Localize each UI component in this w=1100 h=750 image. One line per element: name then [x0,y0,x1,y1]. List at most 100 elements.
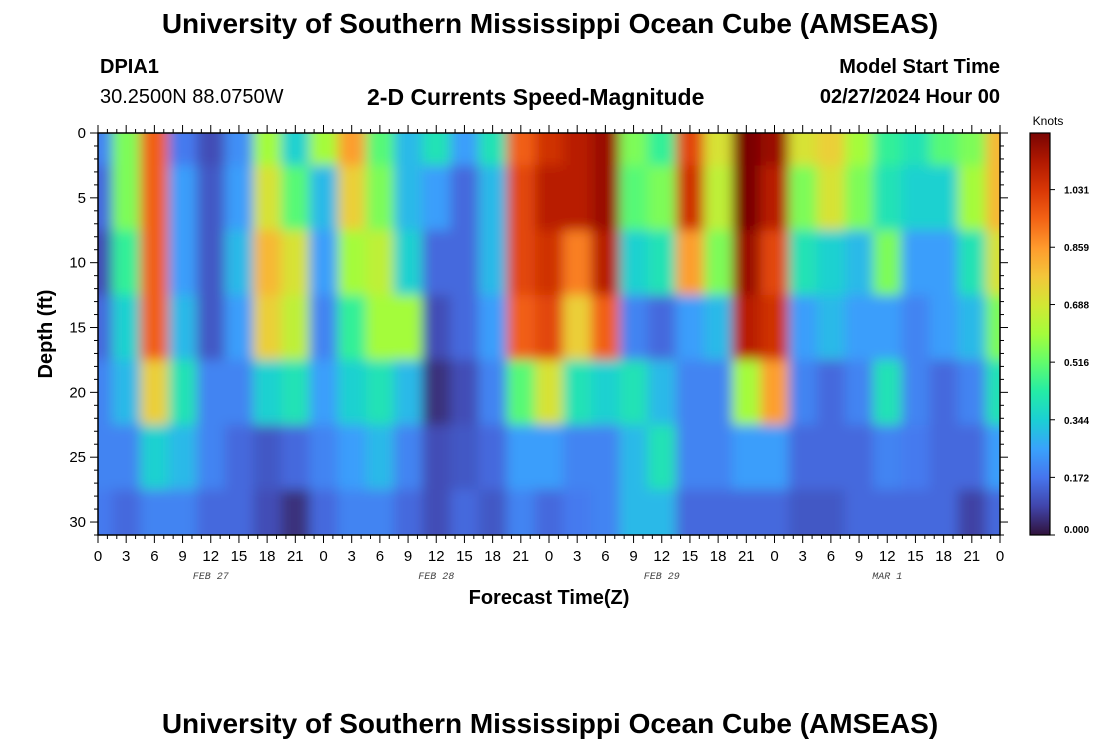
heatmap-cell [760,295,790,361]
heatmap-cell [591,165,620,231]
heatmap-cell [506,359,536,426]
colorbar-tick-label: 0.172 [1064,473,1089,484]
heatmap-cell [98,489,113,535]
heatmap-cell [168,230,198,296]
y-tick-label: 20 [69,384,86,401]
heatmap-cell [337,359,367,426]
heatmap-cell [788,230,818,296]
heatmap-cell [816,295,846,361]
heatmap-cell [478,133,508,166]
heatmap-cell [534,230,564,296]
x-tick-label: 3 [573,548,581,565]
heatmap-cell [760,133,790,166]
day-label: FEB 29 [644,572,680,583]
heatmap-cell [647,133,677,166]
heatmap-cell [929,489,959,535]
heatmap-cell [901,359,931,426]
heatmap-cell [393,424,423,491]
heatmap-cell [450,165,480,231]
heatmap-cell [591,230,620,296]
heatmap-cell [901,133,931,166]
heatmap-cell [281,424,310,491]
heatmap-cell [450,230,480,296]
x-tick-label: 6 [150,548,158,565]
heatmap-cell [98,424,113,491]
heatmap-cell [140,489,169,535]
heatmap-cell [112,133,141,166]
heatmap-cell [281,359,310,426]
heatmap-cell [168,295,198,361]
heatmap-cell [450,489,480,535]
heatmap-cell [929,133,959,166]
heatmap-cell [816,359,846,426]
heatmap-cell [929,424,959,491]
heatmap-cell [422,489,451,535]
day-label: FEB 27 [193,572,229,583]
heatmap-cell [478,489,508,535]
heatmap-cell [704,230,733,296]
day-label: MAR 1 [872,572,902,583]
x-tick-label: 0 [770,548,778,565]
x-tick-label: 18 [259,548,276,565]
x-tick-label: 12 [428,548,445,565]
heatmap-cell [393,133,423,166]
heatmap-cell [506,165,536,231]
heatmap-cell [309,295,339,361]
heatmap-cell [309,165,339,231]
heatmap-cell [704,165,733,231]
heatmap-cell [619,424,649,491]
day-label: FEB 28 [418,572,454,583]
figure-title: University of Southern Mississippi Ocean… [161,8,939,39]
heatmap-cell [873,133,902,166]
heatmap-cell [112,295,141,361]
heatmap-cell [253,359,282,426]
heatmap-cell [985,295,1000,361]
heatmap-cell [534,489,564,535]
heatmap-cell [422,295,451,361]
heatmap-cell [224,295,254,361]
heatmap-cell [675,165,705,231]
x-tick-label: 18 [710,548,727,565]
heatmap-cell [450,133,480,166]
heatmap-cell [140,295,169,361]
heatmap-cell [337,165,367,231]
heatmap-cell [816,489,846,535]
heatmap-cell [704,133,733,166]
heatmap-cell [224,165,254,231]
heatmap-cell [647,165,677,231]
heatmap-cell [534,133,564,166]
heatmap-cell [309,230,339,296]
heatmap-cell [337,230,367,296]
heatmap-cell [337,489,367,535]
heatmap-cell [619,165,649,231]
heatmap-cell [253,165,282,231]
x-tick-label: 15 [456,548,473,565]
y-tick-label: 10 [69,255,86,272]
colorbar-tick-label: 0.344 [1064,416,1089,427]
x-tick-label: 21 [963,548,980,565]
heatmap-cell [365,489,395,535]
colorbar-ticks: 1.031 0.859 0.688 0.516 0.344 0.172 0.000 [1050,186,1089,536]
heatmap-cell [224,133,254,166]
heatmap-cell [563,230,592,296]
y-tick-label: 0 [78,125,86,142]
heatmap-cell [168,424,198,491]
colorbar-tick-label: 0.000 [1064,525,1089,536]
heatmap-cell [224,230,254,296]
heatmap-cell [168,489,198,535]
heatmap-cell [732,230,761,296]
heatmap-cell [393,230,423,296]
heatmap-cell [450,424,480,491]
heatmap-cell [224,424,254,491]
heatmap-cell [98,133,113,166]
heatmap-cell [957,230,987,296]
heatmap-cell [844,230,874,296]
heatmap-cell [647,295,677,361]
heatmap-cell [98,359,113,426]
heatmap-cell [647,424,677,491]
heatmap-cell [506,133,536,166]
heatmap-cell [873,295,902,361]
plot-title: 2-D Currents Speed-Magnitude [367,84,705,110]
heatmap-cell [422,230,451,296]
x-tick-label: 18 [484,548,501,565]
